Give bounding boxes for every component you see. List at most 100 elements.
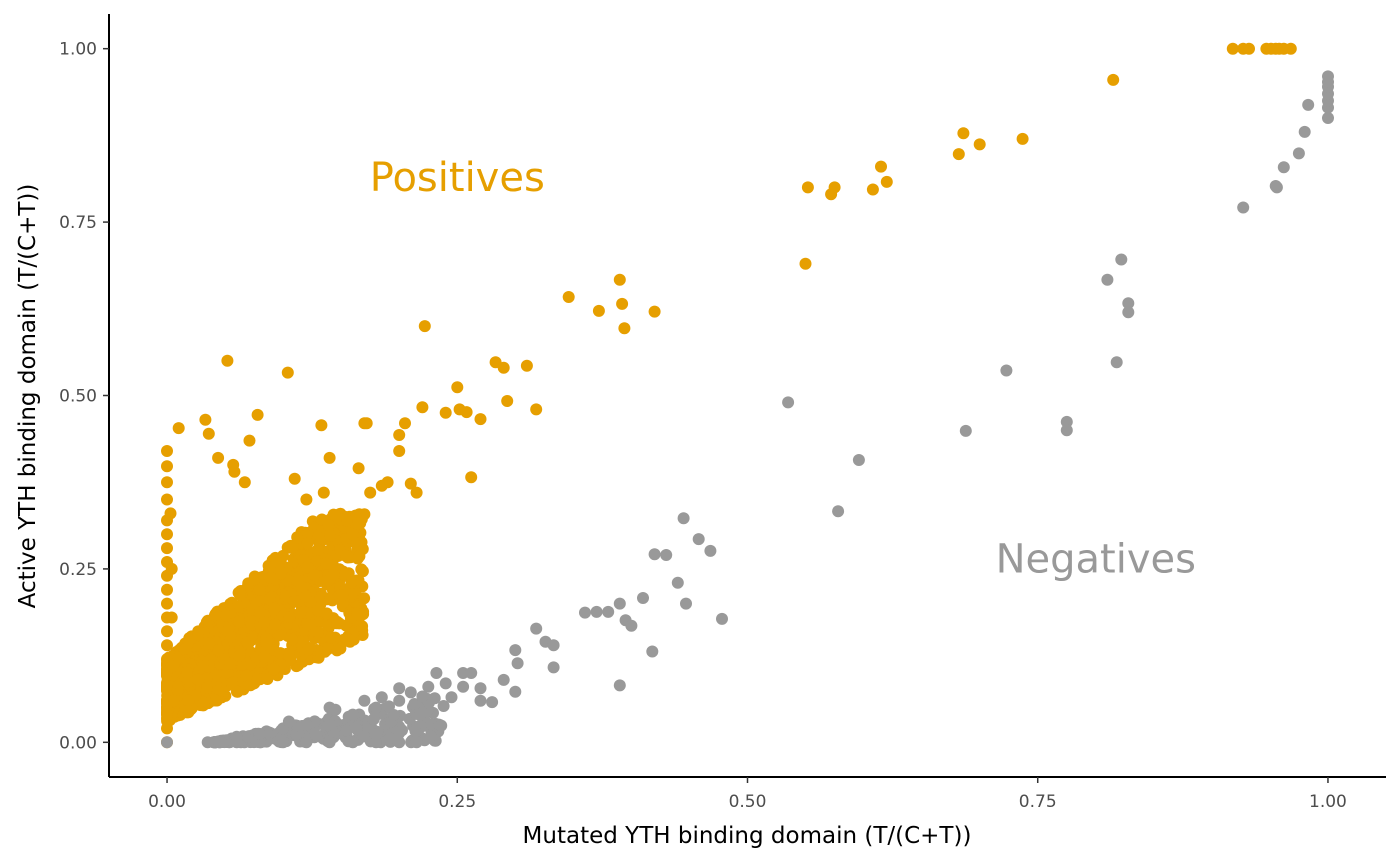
data-point-positive (233, 615, 245, 628)
data-point-positive (315, 419, 328, 432)
data-point-negative (1000, 364, 1013, 377)
data-point-positive (161, 680, 173, 693)
data-point-positive (497, 361, 510, 374)
data-point-positive (283, 611, 296, 623)
data-point-positive (221, 354, 234, 367)
data-point-positive (358, 592, 371, 605)
data-point-positive (360, 417, 373, 430)
data-point-positive (358, 508, 371, 521)
data-point-negative (383, 700, 395, 713)
data-point-negative (393, 682, 406, 695)
data-point-negative (1110, 356, 1123, 369)
data-point-positive (203, 637, 216, 650)
data-point-positive (410, 486, 423, 499)
data-point-positive (320, 575, 333, 587)
data-point-negative (439, 677, 452, 690)
data-point-negative (1277, 161, 1290, 174)
data-point-negative (457, 680, 470, 693)
x-tick-label: 0.00 (148, 792, 186, 812)
data-point-positive (179, 642, 192, 655)
data-point-positive (351, 607, 364, 620)
data-point-positive (465, 471, 478, 484)
data-point-positive (957, 127, 970, 140)
annotations-layer: Positives Negatives (370, 155, 1196, 583)
data-point-negative (416, 690, 429, 703)
data-point-positive (161, 583, 173, 596)
data-point-negative (430, 667, 443, 679)
y-axis-ticks: 0.00 0.25 0.50 0.75 1.00 (59, 40, 109, 753)
data-point-negative (300, 736, 313, 749)
data-point-negative (547, 661, 560, 674)
data-point-positive (1016, 132, 1029, 145)
data-point-positive (161, 542, 173, 555)
data-point-negative (375, 691, 388, 704)
data-point-negative (253, 728, 266, 740)
data-point-positive (1284, 42, 1297, 55)
data-point-positive (616, 297, 629, 310)
data-point-positive (299, 590, 312, 603)
data-point-negative (340, 724, 353, 737)
data-point-negative (393, 694, 406, 707)
data-point-positive (202, 427, 215, 440)
y-tick-label: 0.00 (59, 733, 97, 753)
data-point-positive (283, 649, 295, 662)
data-point-negative (282, 715, 295, 728)
data-point-negative (393, 727, 405, 740)
data-point-positive (340, 549, 353, 562)
data-point-negative (716, 612, 728, 625)
data-point-negative (1060, 415, 1073, 428)
data-point-negative (277, 736, 290, 749)
data-point-positive (161, 597, 173, 610)
data-point-positive (364, 486, 377, 499)
data-point-positive (161, 476, 173, 489)
data-point-negative (511, 657, 524, 670)
data-point-positive (346, 528, 359, 541)
data-point-positive (240, 670, 253, 682)
data-point-negative (486, 696, 499, 709)
data-point-positive (648, 305, 661, 318)
data-point-positive (345, 588, 358, 600)
data-point-negative (324, 719, 337, 731)
data-point-positive (233, 649, 246, 662)
data-point-positive (317, 486, 330, 499)
data-point-negative (1322, 112, 1334, 124)
data-point-negative (1322, 70, 1334, 83)
data-point-positive (474, 413, 487, 426)
data-point-positive (225, 677, 238, 690)
data-point-negative (530, 622, 543, 635)
data-point-positive (381, 476, 394, 489)
data-point-positive (301, 537, 314, 550)
data-point-positive (228, 465, 241, 478)
data-point-negative (852, 454, 865, 466)
data-point-negative (370, 701, 382, 714)
data-point-negative (422, 680, 435, 693)
data-point-negative (414, 709, 427, 721)
data-point-negative (680, 597, 692, 610)
data-point-positive (300, 493, 313, 506)
data-point-negative (1122, 306, 1135, 319)
data-point-positive (264, 571, 277, 584)
data-point-negative (410, 736, 423, 749)
data-point-positive (393, 445, 406, 457)
data-point-positive (208, 609, 221, 622)
data-point-positive (192, 628, 204, 641)
data-point-negative (692, 533, 705, 546)
data-point-positive (354, 517, 367, 530)
y-tick-label: 0.50 (59, 387, 97, 407)
data-point-positive (1107, 73, 1120, 86)
data-point-negative (547, 639, 560, 652)
y-axis-title: Active YTH binding domain (T/(C+T)) (15, 184, 41, 609)
data-point-positive (212, 644, 225, 657)
data-point-positive (592, 304, 605, 317)
data-point-positive (242, 577, 255, 590)
data-point-positive (165, 611, 178, 624)
data-point-negative (424, 730, 437, 743)
data-point-positive (331, 615, 344, 628)
data-point-negative (357, 730, 370, 743)
data-point-positive (613, 273, 626, 286)
data-point-positive (219, 609, 232, 622)
data-point-positive (161, 528, 173, 541)
data-point-negative (310, 729, 323, 742)
